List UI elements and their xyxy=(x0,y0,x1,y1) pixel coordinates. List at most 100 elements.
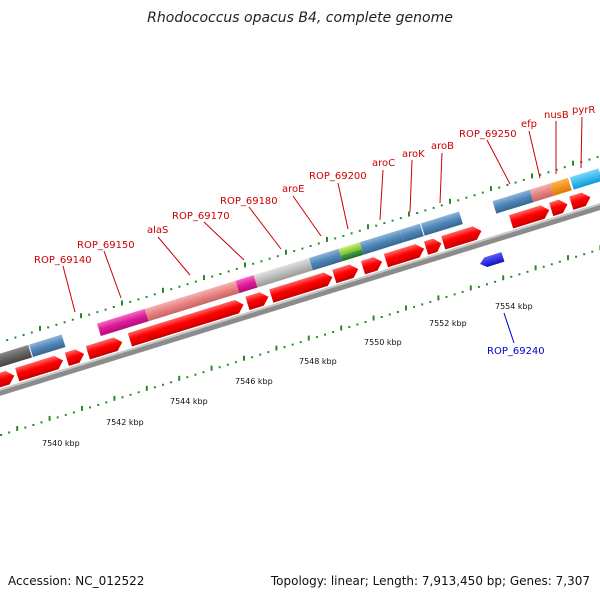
gene-label[interactable]: aroK xyxy=(402,149,425,160)
tick-mark xyxy=(47,326,50,329)
tick-mark xyxy=(572,160,574,166)
tick-mark xyxy=(531,173,533,179)
gene-label[interactable]: ROP_69200 xyxy=(309,171,367,182)
tick-mark xyxy=(550,263,553,266)
tick-mark xyxy=(56,416,59,419)
gene-label[interactable]: ROP_69140 xyxy=(34,255,92,266)
tick-mark xyxy=(137,298,140,301)
feature-salmon xyxy=(529,183,554,203)
gene-label[interactable]: nusB xyxy=(544,110,569,121)
genome-summary-text: Topology: linear; Length: 7,913,450 bp; … xyxy=(270,574,590,588)
tick-mark xyxy=(340,325,343,331)
backbone xyxy=(0,203,600,396)
tick-mark xyxy=(186,283,189,286)
tick-mark xyxy=(121,300,123,306)
tick-mark xyxy=(567,255,569,261)
tick-mark xyxy=(437,295,440,301)
tick-mark xyxy=(502,275,505,281)
tick-mark xyxy=(380,316,383,318)
gene-labels-reverse: ROP_69240 xyxy=(487,346,545,357)
tick-mark xyxy=(71,318,74,321)
tick-mark xyxy=(14,336,17,339)
gene-label[interactable]: pyrR xyxy=(572,105,595,116)
gene-label[interactable]: ROP_69180 xyxy=(220,196,278,207)
tick-mark xyxy=(416,212,419,214)
gene-label[interactable]: aroB xyxy=(431,141,454,152)
tick-mark xyxy=(226,363,229,366)
tick-mark xyxy=(518,273,521,276)
tick-mark xyxy=(490,186,492,192)
feature-steelblue xyxy=(29,334,66,358)
scale-label: 7546 kbp xyxy=(235,377,273,386)
feature-cyan xyxy=(569,168,600,190)
tick-mark xyxy=(260,260,263,263)
gene-label[interactable]: alaS xyxy=(147,225,168,236)
feature-darkgrey xyxy=(0,344,33,373)
tick-mark xyxy=(506,184,509,186)
gene-label[interactable]: ROP_69240 xyxy=(487,346,545,357)
cds-arrow xyxy=(155,299,244,338)
tick-mark xyxy=(481,191,484,194)
tick-mark xyxy=(432,206,435,209)
tick-mark xyxy=(405,305,407,311)
tick-mark xyxy=(596,156,599,159)
cds-arrow xyxy=(15,355,64,382)
tick-mark xyxy=(391,219,394,222)
tick-mark xyxy=(137,391,140,394)
tick-mark xyxy=(526,270,529,273)
tick-mark xyxy=(89,406,92,409)
tick-mark xyxy=(315,336,318,339)
tick-mark xyxy=(453,293,456,296)
feature-lime xyxy=(338,242,362,256)
cds-arrow xyxy=(360,257,383,275)
tick-mark xyxy=(97,403,100,406)
tick-mark xyxy=(542,265,545,268)
feature-salmon-alas xyxy=(144,280,240,322)
tick-mark xyxy=(367,224,369,230)
tick-mark xyxy=(583,253,586,256)
gene-label[interactable]: aroE xyxy=(282,184,304,195)
gene-label[interactable]: ROP_69170 xyxy=(172,211,230,222)
tick-mark xyxy=(210,365,213,371)
tick-mark xyxy=(170,288,173,291)
tick-mark xyxy=(429,300,432,303)
accession-text: Accession: NC_012522 xyxy=(8,574,145,588)
genome-title: Rhodococcus opacus B4, complete genome xyxy=(147,10,453,26)
tick-mark xyxy=(514,181,517,184)
tick-mark xyxy=(291,343,294,346)
tick-mark xyxy=(234,361,237,364)
cds-arrow xyxy=(85,337,123,360)
gene-label[interactable]: aroC xyxy=(372,158,395,169)
tick-mark xyxy=(457,199,460,202)
tick-mark xyxy=(399,217,402,220)
tick-mark xyxy=(48,415,51,421)
tick-mark xyxy=(251,356,254,359)
tick-mark xyxy=(558,260,561,263)
tick-mark xyxy=(227,270,230,273)
cds-arrow xyxy=(269,272,333,303)
feature-green xyxy=(340,248,364,262)
gene-label[interactable]: efp xyxy=(521,119,537,130)
feature-steelblue-5 xyxy=(420,211,463,236)
tick-mark xyxy=(293,250,296,253)
tick-track-upper xyxy=(6,156,599,342)
tick-mark xyxy=(283,346,286,349)
cds-arrow xyxy=(332,264,359,284)
tick-mark xyxy=(194,280,197,283)
tick-mark xyxy=(342,234,345,237)
gene-label[interactable]: ROP_69250 xyxy=(459,129,517,140)
scale-label: 7540 kbp xyxy=(42,439,80,448)
reverse-cds xyxy=(480,252,505,268)
tick-mark xyxy=(413,305,416,308)
tick-mark xyxy=(383,222,386,225)
tick-track-lower xyxy=(0,245,600,436)
tick-mark xyxy=(186,376,189,379)
tick-mark xyxy=(348,326,351,328)
gene-label[interactable]: ROP_69150 xyxy=(77,240,135,251)
tick-mark xyxy=(203,275,205,281)
tick-mark xyxy=(309,245,312,247)
cds-arrow xyxy=(383,244,425,268)
tick-mark xyxy=(276,255,279,258)
scale-label: 7554 kbp xyxy=(495,302,533,311)
scale-label: 7548 kbp xyxy=(299,357,337,366)
